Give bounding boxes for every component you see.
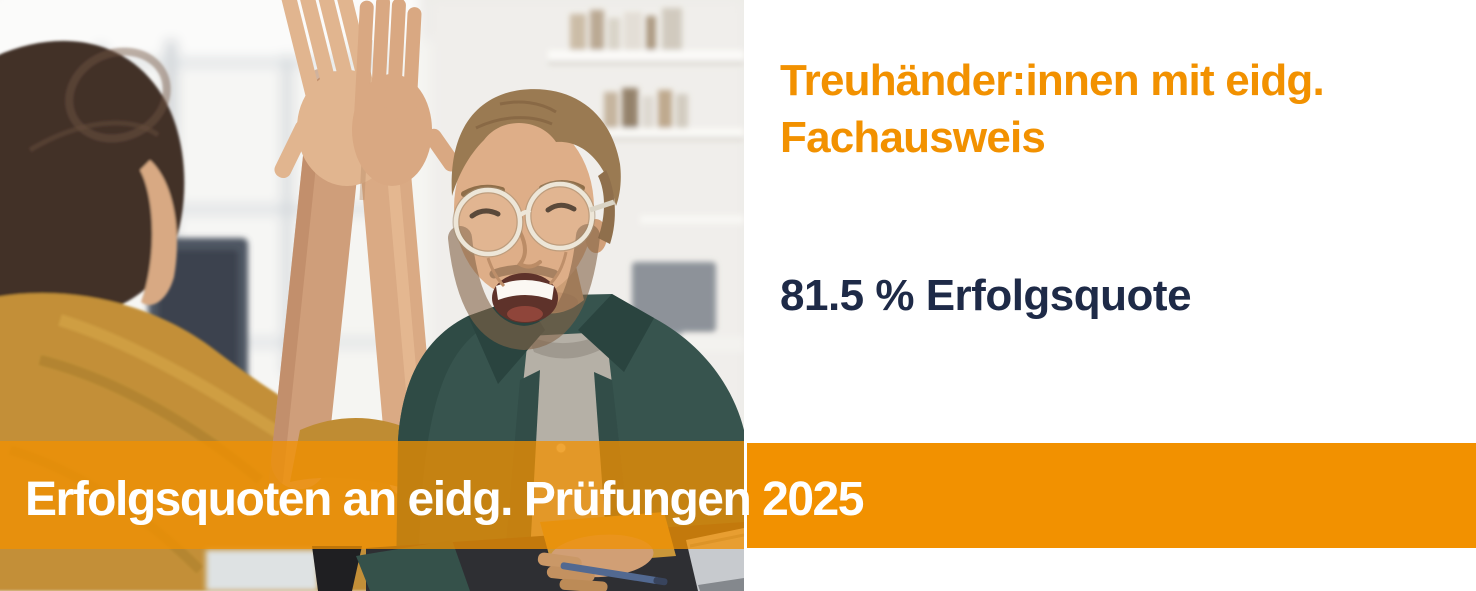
success-rate-text: 81.5 % Erfolgsquote [780, 271, 1192, 320]
pen [560, 562, 668, 586]
chair-silhouette [312, 546, 362, 591]
headline-line-2: Fachausweis [780, 113, 1046, 162]
content-panel: Treuhänder:innen mit eidg. Fachausweis 8… [744, 0, 1476, 443]
ribbon-title: Erfolgsquoten an eidg. Prüfungen 2025 [25, 472, 864, 526]
man-hand [352, 0, 461, 186]
headline: Treuhänder:innen mit eidg. Fachausweis [780, 52, 1325, 166]
headline-line-1: Treuhänder:innen mit eidg. [780, 56, 1325, 105]
ribbon-overlay-left [0, 441, 744, 549]
highfive-arms [268, 0, 461, 505]
ribbon-solid-right [747, 443, 1476, 548]
man-face [448, 89, 621, 351]
glasses [452, 180, 615, 258]
